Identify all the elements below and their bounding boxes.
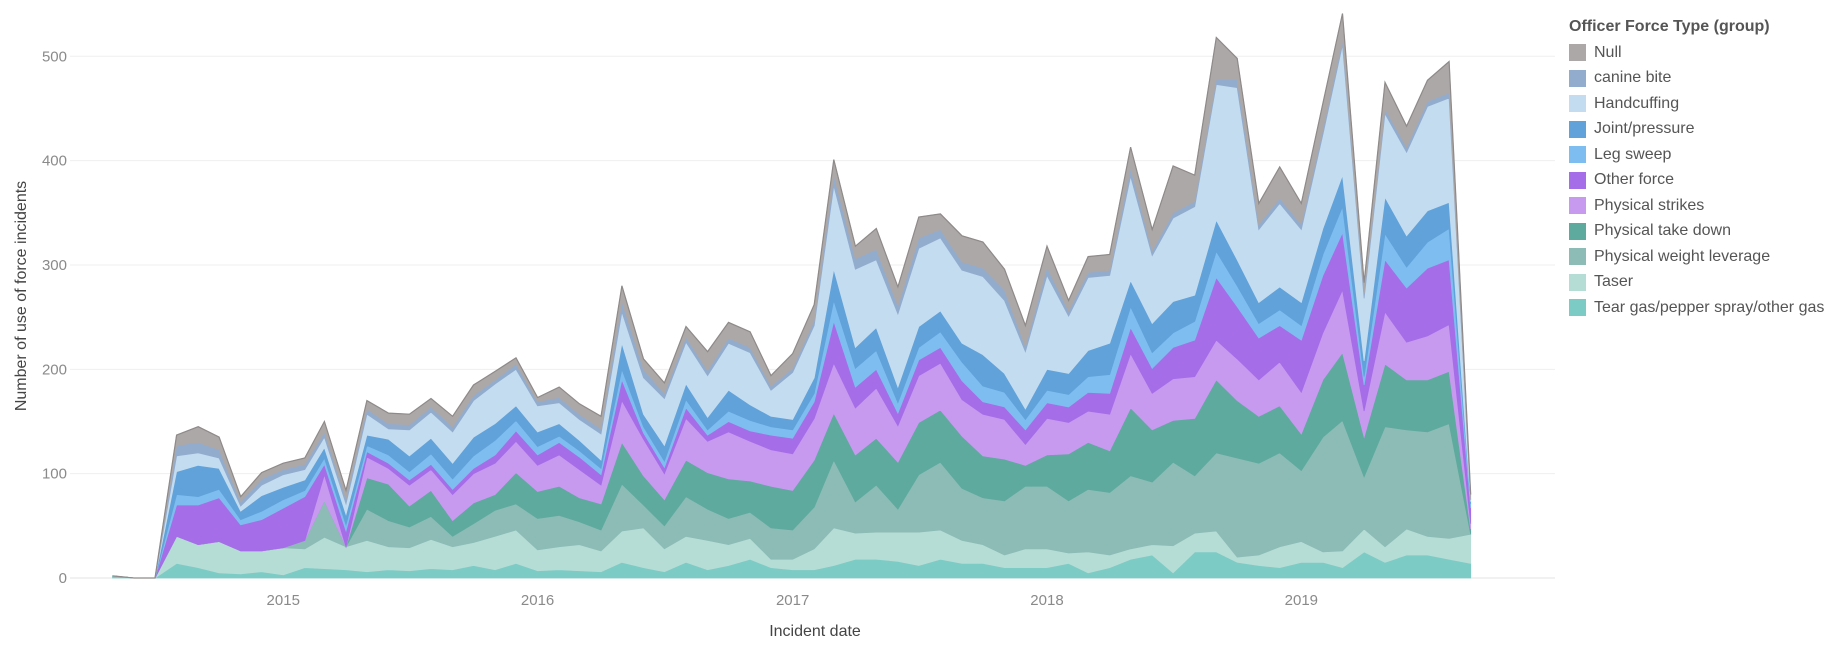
legend-label: canine bite bbox=[1594, 69, 1672, 87]
x-tick-label: 2019 bbox=[1285, 592, 1318, 609]
legend-swatch bbox=[1569, 69, 1586, 87]
legend-swatch bbox=[1569, 273, 1586, 291]
legend-items: Null canine bite Handcuffing Joint/pressure… bbox=[1569, 40, 1828, 321]
legend-swatch bbox=[1569, 197, 1586, 215]
legend-label: Physical strikes bbox=[1594, 196, 1705, 214]
legend-item[interactable]: Leg sweep bbox=[1569, 142, 1828, 168]
y-tick-label: 200 bbox=[42, 361, 67, 378]
legend-swatch bbox=[1569, 299, 1586, 317]
legend-item[interactable]: Physical strikes bbox=[1569, 193, 1828, 219]
x-axis-title: Incident date bbox=[769, 623, 861, 640]
y-axis-ticks: 0 100 200 300 400 500 bbox=[42, 48, 67, 587]
legend-item[interactable]: Handcuffing bbox=[1569, 91, 1828, 117]
legend-swatch bbox=[1569, 222, 1586, 240]
legend-label: Taser bbox=[1594, 273, 1634, 291]
legend-item[interactable]: Joint/pressure bbox=[1569, 117, 1828, 143]
y-tick-label: 0 bbox=[59, 570, 67, 587]
legend-swatch bbox=[1569, 146, 1586, 164]
y-tick-label: 100 bbox=[42, 466, 67, 483]
legend-swatch bbox=[1569, 120, 1586, 138]
stacked-areas bbox=[112, 13, 1472, 579]
y-tick-label: 500 bbox=[42, 48, 67, 65]
legend-item[interactable]: Other force bbox=[1569, 168, 1828, 194]
legend-label: Joint/pressure bbox=[1594, 120, 1695, 138]
x-axis-ticks: 2015 2016 2017 2018 2019 bbox=[267, 592, 1318, 609]
legend-item[interactable]: Tear gas/pepper spray/other gas bbox=[1569, 295, 1828, 321]
y-tick-label: 300 bbox=[42, 257, 67, 274]
legend-label: Leg sweep bbox=[1594, 145, 1672, 163]
x-tick-label: 2017 bbox=[776, 592, 809, 609]
legend-item[interactable]: Null bbox=[1569, 40, 1828, 66]
legend-item[interactable]: Taser bbox=[1569, 270, 1828, 296]
legend-label: Other force bbox=[1594, 171, 1675, 189]
legend: Officer Force Type (group) Null canine bi… bbox=[1569, 18, 1828, 321]
x-tick-label: 2016 bbox=[521, 592, 554, 609]
legend-item[interactable]: Physical take down bbox=[1569, 219, 1828, 245]
x-tick-label: 2018 bbox=[1030, 592, 1063, 609]
y-axis-title: Number of use of force incidents bbox=[13, 181, 30, 411]
legend-swatch bbox=[1569, 44, 1586, 62]
legend-swatch bbox=[1569, 171, 1586, 189]
legend-label: Physical take down bbox=[1594, 222, 1731, 240]
legend-item[interactable]: Physical weight leverage bbox=[1569, 244, 1828, 270]
legend-swatch bbox=[1569, 95, 1586, 113]
x-tick-label: 2015 bbox=[267, 592, 300, 609]
legend-label: Tear gas/pepper spray/other gas bbox=[1594, 298, 1825, 316]
legend-swatch bbox=[1569, 248, 1586, 266]
legend-label: Handcuffing bbox=[1594, 94, 1680, 112]
area-total-outline bbox=[112, 13, 1472, 579]
legend-item[interactable]: canine bite bbox=[1569, 66, 1828, 92]
legend-title: Officer Force Type (group) bbox=[1569, 18, 1770, 35]
legend-label: Physical weight leverage bbox=[1594, 247, 1771, 265]
y-tick-label: 400 bbox=[42, 153, 67, 170]
legend-label: Null bbox=[1594, 43, 1622, 61]
